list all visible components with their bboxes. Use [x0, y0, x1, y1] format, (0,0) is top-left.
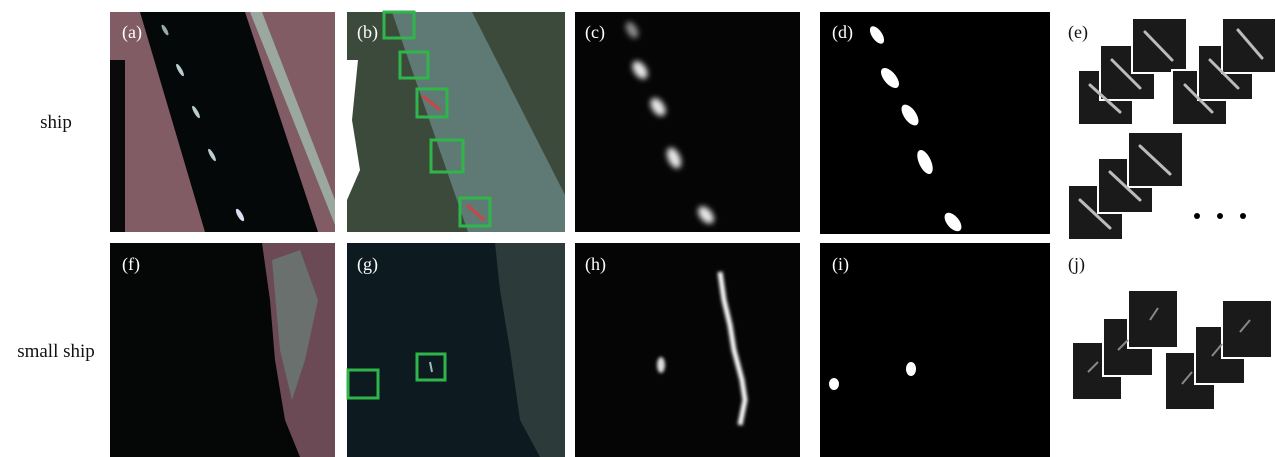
panel-label: (j) — [1068, 254, 1085, 275]
panel-h: (h) — [575, 243, 800, 457]
panel-f: (f) — [110, 243, 335, 457]
panel-label: (i) — [832, 254, 849, 275]
panel-label: (h) — [585, 254, 606, 275]
panel-i: (i) — [820, 243, 1050, 457]
row-label: small ship — [17, 341, 95, 362]
panel-c: (c) — [575, 12, 800, 232]
panel-e: (e) — [1067, 17, 1276, 241]
panel-label: (a) — [122, 22, 142, 43]
panel-b: (b) — [347, 10, 565, 232]
panel-label: (e) — [1068, 22, 1088, 43]
panel-label: (d) — [832, 22, 853, 43]
panel-label: (c) — [585, 22, 605, 43]
panel-label: (f) — [122, 254, 140, 275]
panel-label: (g) — [357, 254, 378, 275]
row-label: ship — [40, 112, 72, 133]
panel-label: (b) — [357, 22, 378, 43]
panel-g: (g) — [346, 243, 565, 457]
panel-a: (a) — [110, 12, 335, 232]
panel-j: (j) — [1068, 254, 1273, 411]
panel-d: (d) — [820, 12, 1050, 234]
